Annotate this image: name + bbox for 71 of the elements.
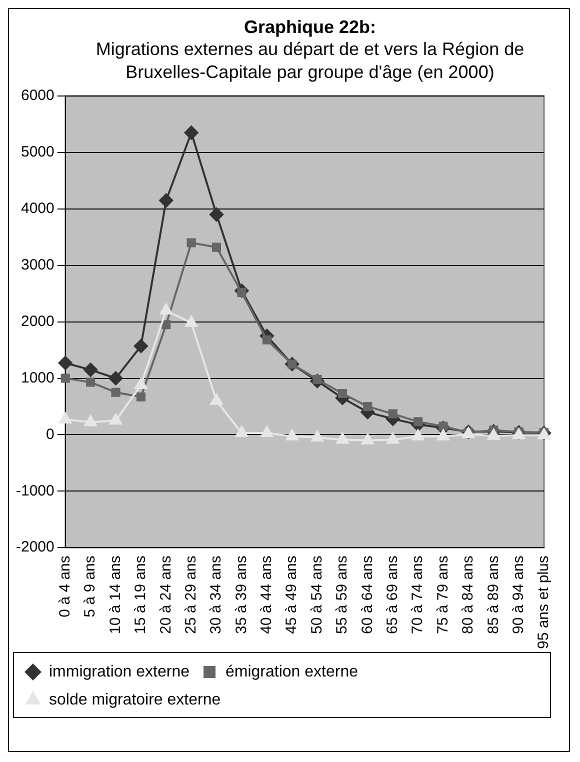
x-tick-label: 80 à 84 ans — [460, 556, 477, 634]
y-tick-label: 2000 — [20, 312, 54, 330]
point — [336, 432, 349, 444]
point — [262, 335, 272, 344]
point — [210, 208, 224, 222]
x-tick-label: 75 à 79 ans — [434, 556, 452, 634]
x-tick-label: 90 à 94 ans — [510, 556, 527, 634]
point — [487, 428, 500, 440]
x-tick-label: 55 à 59 ans — [334, 556, 351, 634]
point — [186, 238, 196, 248]
x-tick-label: 50 à 54 ans — [308, 556, 326, 634]
x-tick-label: 95 ans et plus — [535, 556, 552, 650]
y-tick-label: 0 — [46, 426, 54, 443]
point — [363, 402, 372, 412]
point — [162, 320, 171, 330]
point — [338, 388, 348, 398]
x-tick-label: 10 à 14 ans — [106, 556, 124, 634]
point — [260, 426, 274, 438]
y-tick-label: 4000 — [20, 200, 54, 218]
point — [86, 378, 96, 387]
legend-label: émigration externe — [226, 663, 358, 680]
x-tick-label: 65 à 69 ans — [384, 556, 401, 634]
x-tick-label: 20 à 24 ans — [157, 556, 174, 634]
x-tick-label: 5 à 9 ans — [82, 556, 99, 618]
point — [361, 433, 374, 444]
y-tick-label: 5000 — [20, 144, 54, 161]
legend-label: immigration externe — [49, 663, 190, 680]
point — [311, 430, 324, 442]
point — [184, 126, 198, 140]
point — [386, 432, 400, 444]
point — [212, 242, 222, 252]
point — [84, 415, 97, 426]
chart-subtitle: Migrations externes au départ de et vers la Région de Bruxelles-Capitale par groupe d'âge (en 2000) — [94, 38, 526, 84]
point — [110, 414, 122, 425]
legend-label: solde migratoire externe — [49, 691, 221, 708]
point — [84, 362, 98, 377]
point — [538, 428, 550, 440]
point — [134, 339, 148, 354]
point — [136, 392, 146, 402]
x-tick-label: 70 à 74 ans — [409, 556, 426, 634]
point — [134, 378, 148, 390]
x-tick-label: 35 à 39 ans — [232, 556, 250, 634]
point — [60, 374, 70, 383]
x-tick-label: 30 à 34 ans — [208, 556, 225, 634]
point — [210, 394, 223, 405]
y-tick-label: -2000 — [16, 538, 54, 556]
y-tick-label: 1000 — [20, 369, 54, 386]
x-tick-label: 15 à 19 ans — [132, 556, 150, 634]
point — [58, 356, 72, 370]
x-tick-label: 45 à 49 ans — [283, 556, 300, 634]
x-tick-label: 0 à 4 ans — [56, 556, 74, 618]
x-tick-label: 60 à 64 ans — [358, 556, 376, 634]
x-tick-label: 40 à 44 ans — [258, 556, 276, 634]
point — [160, 304, 172, 315]
point — [108, 371, 123, 386]
point — [236, 426, 248, 438]
y-tick-label: 3000 — [20, 256, 54, 274]
point — [388, 409, 398, 418]
x-tick-label: 25 à 29 ans — [182, 556, 200, 634]
point — [437, 429, 450, 440]
chart-title: Graphique 22b: — [242, 17, 378, 38]
point — [159, 193, 174, 208]
point — [512, 428, 526, 440]
point — [412, 429, 424, 440]
x-tick-label: 85 à 89 ans — [484, 556, 502, 634]
y-tick-label: 6000 — [20, 87, 54, 104]
point — [185, 316, 198, 327]
point — [59, 412, 72, 424]
point — [286, 429, 298, 440]
y-tick-label: -1000 — [16, 482, 54, 500]
point — [111, 388, 120, 397]
